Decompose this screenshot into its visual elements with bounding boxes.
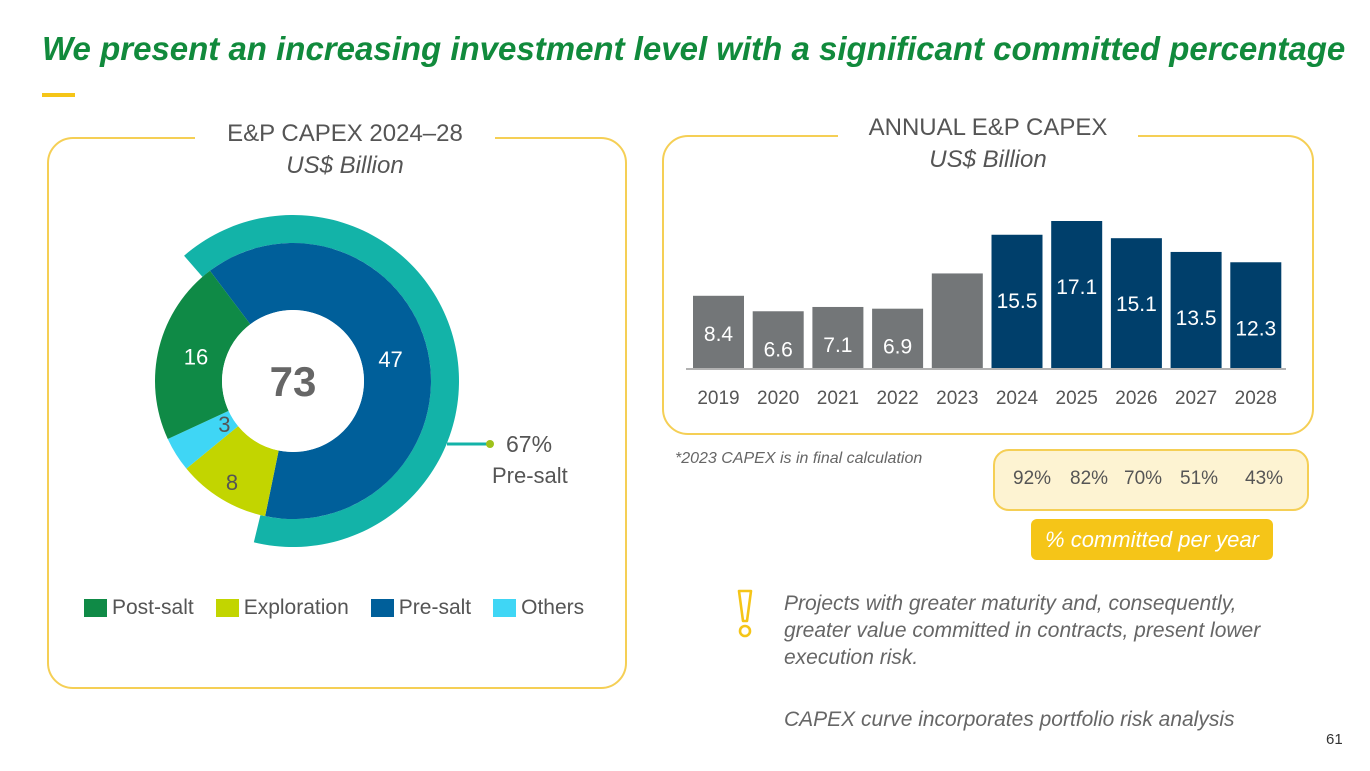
callout-dot: [486, 440, 494, 448]
bar-2022: [872, 308, 924, 368]
x-tick-label: 2026: [1115, 388, 1157, 409]
annual-capex-header: ANNUAL E&P CAPEX US$ Billion: [838, 114, 1138, 174]
donut-value-label: 16: [184, 345, 208, 370]
legend-label: Post-salt: [112, 596, 194, 619]
x-tick-label: 2021: [817, 388, 859, 409]
bar-2024: [991, 234, 1043, 368]
callout-percent: 67%: [506, 431, 552, 457]
capex-donut-chart: 73 47 8 3 16 67% Pre-salt: [154, 214, 568, 547]
legend-item-others: Others: [493, 596, 584, 620]
risk-note: Projects with greater maturity and, cons…: [784, 592, 1261, 669]
donut-slice-pre-salt: [209, 242, 432, 519]
donut-value-label: 47: [378, 347, 402, 372]
donut-outer-ring-pre-salt: [184, 214, 459, 547]
capex-breakdown-title: E&P CAPEX 2024–28: [227, 120, 463, 147]
capex-breakdown-unit: US$ Billion: [286, 152, 404, 179]
bar-value-label: 7.1: [823, 334, 852, 357]
bar-value-label: 6.9: [883, 336, 912, 359]
donut-legend: Post-salt Exploration Pre-salt Others: [84, 596, 606, 620]
legend-swatch: [215, 599, 239, 617]
bar-value-label: 15.1: [1116, 293, 1157, 316]
legend-swatch: [493, 599, 517, 617]
x-tick-label: 2023: [936, 388, 978, 409]
x-tick-label: 2024: [996, 388, 1039, 409]
committed-percent-2024: 92%: [1013, 468, 1052, 489]
donut-value-label: 3: [218, 412, 230, 437]
committed-percent-box: [993, 449, 1309, 511]
slide-title: We present an increasing investment leve…: [42, 30, 1346, 67]
legend-item-post-salt: Post-salt: [84, 596, 194, 620]
capex-curve-note: CAPEX curve incorporates portfolio risk …: [784, 708, 1235, 731]
x-tick-label: 2025: [1056, 388, 1098, 409]
x-tick-label: 2020: [757, 388, 799, 409]
x-tick-label: 2022: [876, 388, 918, 409]
bar-2019: [693, 295, 744, 368]
donut-slice-post-salt: [154, 270, 251, 439]
legend-item-pre-salt: Pre-salt: [370, 596, 472, 620]
donut-hole: [222, 310, 364, 452]
bar-2021: [812, 306, 864, 368]
donut-total-label: 73: [270, 358, 317, 405]
page-number: 61: [1326, 731, 1343, 748]
committed-percent-2025: 82%: [1070, 468, 1109, 489]
committed-percent-2028: 43%: [1245, 468, 1284, 489]
bar-2026: [1110, 238, 1162, 368]
title-accent-bar: [42, 93, 75, 97]
committed-percent-2027: 51%: [1180, 468, 1219, 489]
bar-value-label: 17.1: [1056, 276, 1097, 299]
bar-value-label: 15.5: [997, 290, 1038, 313]
callout-label: Pre-salt: [492, 463, 568, 488]
legend-label: Pre-salt: [398, 596, 472, 619]
legend-label: Others: [521, 596, 585, 619]
donut-slice-exploration: [186, 426, 279, 517]
x-tick-label: 2019: [697, 388, 739, 409]
donut-value-label: 8: [226, 470, 238, 495]
bar-value-label: 13.5: [1176, 307, 1217, 330]
capex-footnote: *2023 CAPEX is in final calculation: [675, 450, 923, 467]
bar-2028: [1230, 262, 1282, 368]
annual-capex-bar-chart: 8.4 2019 6.6 2020 7.1 2021 6.9 2022 2023 15.5 2024…: [686, 221, 1286, 409]
annual-capex-unit: US$ Billion: [929, 146, 1047, 173]
legend-swatch: [370, 599, 394, 617]
donut-slice-others: [167, 410, 239, 469]
legend-label: Exploration: [243, 596, 349, 619]
bar-value-label: 6.6: [764, 338, 793, 361]
x-tick-label: 2028: [1235, 388, 1277, 409]
committed-per-year-label: % committed per year: [1031, 519, 1273, 560]
annual-capex-title: ANNUAL E&P CAPEX: [868, 114, 1108, 141]
bar-2025: [1051, 221, 1103, 368]
bar-2020: [752, 311, 804, 368]
exclamation-icon: [737, 589, 753, 638]
capex-breakdown-header: E&P CAPEX 2024–28 US$ Billion: [195, 120, 495, 180]
bar-value-label: 8.4: [704, 323, 734, 346]
bar-2023: [931, 273, 983, 368]
bar-value-label: 12.3: [1235, 317, 1276, 340]
x-tick-label: 2027: [1175, 388, 1217, 409]
legend-item-exploration: Exploration: [215, 596, 349, 620]
committed-percent-2026: 70%: [1124, 468, 1163, 489]
bar-2027: [1170, 251, 1222, 368]
legend-swatch: [84, 599, 107, 617]
